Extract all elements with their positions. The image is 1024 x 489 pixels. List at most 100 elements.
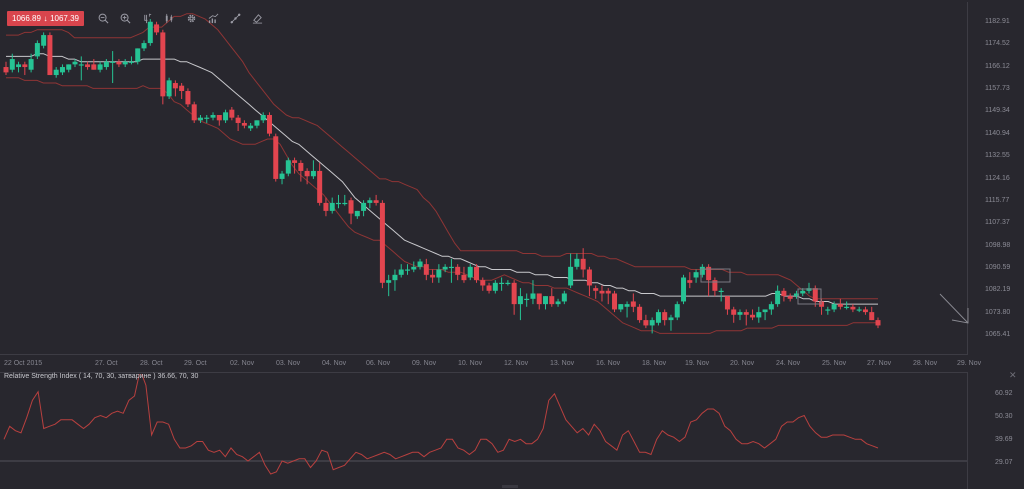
candle [298, 160, 304, 182]
candle [404, 264, 410, 275]
candle [361, 200, 367, 217]
bar-type-icon[interactable] [158, 11, 180, 26]
candle [348, 197, 354, 225]
candle [875, 317, 881, 329]
date-tick: 29. Nov [957, 360, 982, 367]
price-tick: 1132.55 [985, 152, 1010, 160]
price-tick: 1115.77 [985, 196, 1010, 204]
date-tick: 09. Nov [412, 360, 437, 367]
price-tick: 1157.73 [985, 85, 1010, 93]
arrow-down-icon: ↓ [43, 14, 48, 23]
candle [317, 162, 323, 206]
date-tick: 28. Nov [913, 360, 938, 367]
candle [555, 298, 561, 307]
date-tick: 19. Nov [685, 360, 710, 367]
candle [292, 157, 298, 174]
candle [91, 59, 97, 70]
candle [254, 120, 260, 129]
indicators-icon[interactable] [202, 11, 224, 26]
candle [135, 48, 141, 65]
pane-resize-handle[interactable] [502, 485, 518, 488]
candle [304, 168, 310, 185]
candle [204, 114, 210, 123]
price-pane[interactable] [0, 2, 968, 355]
candle [574, 253, 580, 270]
date-tick: 20. Nov [730, 360, 755, 367]
rsi-tick: 39.69 [995, 436, 1013, 443]
highlight-rectangle[interactable] [700, 268, 731, 283]
price-tick: 1107.37 [985, 219, 1010, 227]
date-tick: 25. Nov [822, 360, 847, 367]
candle [637, 304, 643, 323]
candle [768, 301, 774, 315]
zoom-out-icon[interactable] [92, 11, 114, 26]
candle [78, 56, 84, 81]
candle [285, 157, 291, 177]
candle [750, 309, 756, 321]
candle [411, 261, 417, 273]
price-tick: 1149.34 [985, 107, 1010, 115]
candle [216, 114, 222, 126]
candle [762, 309, 768, 321]
candle [712, 277, 718, 297]
price-tick: 1082.19 [985, 286, 1011, 294]
candle [179, 83, 185, 100]
rsi-legend: Relative Strength Index ( 14, 70, 30, за… [4, 373, 199, 380]
close-rsi-icon[interactable]: ✕ [1009, 370, 1017, 380]
candle [110, 51, 116, 84]
date-tick: 10. Nov [458, 360, 483, 367]
candle [147, 19, 153, 46]
candle [668, 314, 674, 331]
candle [724, 296, 730, 315]
price-tick: 1098.98 [985, 241, 1011, 249]
candle [85, 61, 91, 70]
bid-price: 1066.89 [12, 14, 41, 23]
candle [354, 210, 360, 219]
candle [329, 197, 335, 214]
rsi-tick: 29.07 [995, 459, 1013, 466]
candle [436, 264, 442, 283]
candle [323, 197, 329, 217]
date-tick: 02. Nov [230, 360, 255, 367]
date-tick: 24. Nov [776, 360, 801, 367]
candle [511, 280, 517, 315]
candle [831, 301, 837, 313]
price-tick: 1073.80 [985, 308, 1011, 316]
date-tick: 28. Oct [140, 360, 163, 367]
candle [28, 53, 34, 73]
date-tick: 27. Nov [867, 360, 892, 367]
highlight-rectangle[interactable] [797, 288, 822, 305]
candle [448, 258, 454, 283]
rsi-tick: 60.92 [995, 390, 1013, 397]
candle [593, 285, 599, 299]
rsi-pane[interactable] [0, 372, 968, 489]
price-tick: 1124.16 [985, 174, 1010, 182]
candle [423, 258, 429, 281]
chart-toolbar: 1066.89 ↓ 1067.39 [7, 11, 268, 26]
candle [342, 194, 348, 206]
trend-down-arrow-icon[interactable] [939, 293, 969, 324]
quote-badge[interactable]: 1066.89 ↓ 1067.39 [7, 11, 84, 26]
candle [367, 197, 373, 209]
candle [373, 194, 379, 206]
candle [586, 266, 592, 297]
candle [455, 264, 461, 281]
candlestick-type-icon[interactable] [136, 11, 158, 26]
candle [128, 56, 134, 65]
draw-line-icon[interactable] [224, 11, 246, 26]
date-tick: 16. Nov [596, 360, 621, 367]
candle [9, 53, 15, 73]
candle [310, 160, 316, 179]
price-tick: 1182.91 [985, 18, 1010, 25]
settings-gear-icon[interactable] [180, 11, 202, 26]
candle [674, 301, 680, 321]
candle [197, 114, 203, 123]
date-tick: 04. Nov [322, 360, 347, 367]
candle [392, 269, 398, 291]
zoom-in-icon[interactable] [114, 11, 136, 26]
eraser-icon[interactable] [246, 11, 268, 26]
candle [505, 280, 511, 286]
candle [793, 290, 799, 299]
